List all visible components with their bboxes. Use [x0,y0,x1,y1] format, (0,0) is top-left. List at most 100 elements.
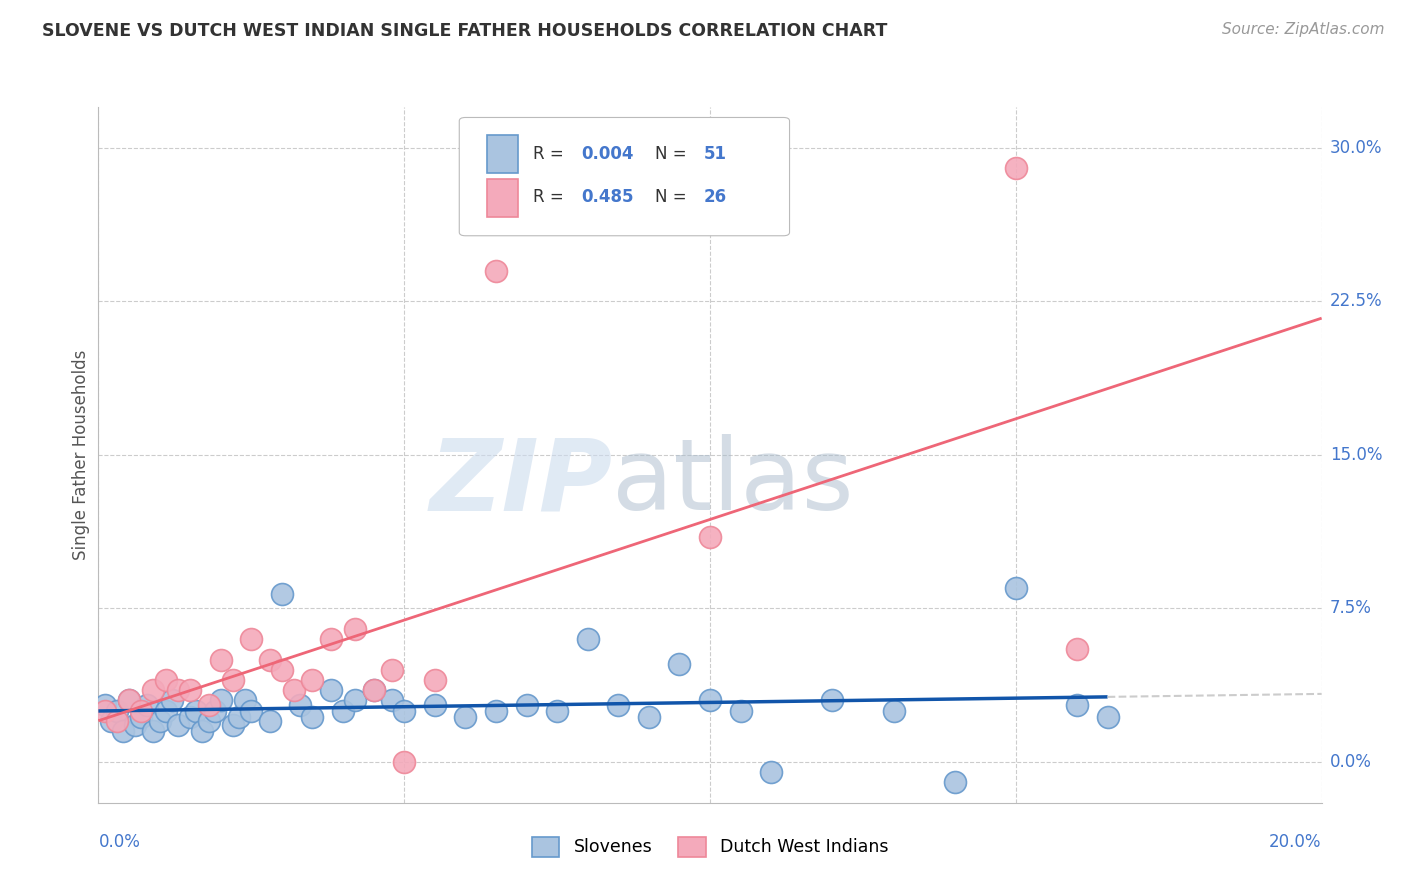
Point [1004,581,1026,595]
Text: 20.0%: 20.0% [1270,833,1322,851]
Text: 30.0%: 30.0% [1330,139,1382,157]
Point [105,704,128,718]
Point [240,632,263,646]
Point [228,710,250,724]
Text: 0.485: 0.485 [582,188,634,206]
Point [105,714,128,728]
Point [363,683,385,698]
Legend: Slovenes, Dutch West Indians: Slovenes, Dutch West Indians [524,830,896,863]
Point [730,704,752,718]
Point [270,663,292,677]
Point [179,683,201,698]
Point [222,673,245,687]
Point [160,693,183,707]
Point [883,704,905,718]
Point [1004,161,1026,176]
Point [668,657,690,671]
Point [363,683,385,698]
Point [699,693,721,707]
Point [197,714,219,728]
Point [319,632,342,646]
Point [423,673,446,687]
Point [124,718,146,732]
Point [344,622,367,636]
Text: SLOVENE VS DUTCH WEST INDIAN SINGLE FATHER HOUSEHOLDS CORRELATION CHART: SLOVENE VS DUTCH WEST INDIAN SINGLE FATH… [42,22,887,40]
Text: 22.5%: 22.5% [1330,293,1382,310]
Text: 0.004: 0.004 [582,145,634,162]
Point [381,663,404,677]
Point [1066,642,1088,657]
Point [197,698,219,712]
Point [821,693,844,707]
Text: N =: N = [655,188,692,206]
Point [283,683,305,698]
Point [485,264,508,278]
Point [111,724,134,739]
Point [240,704,263,718]
Point [209,652,232,666]
Text: 7.5%: 7.5% [1330,599,1372,617]
Point [319,683,342,698]
Point [142,683,165,698]
Point [142,724,165,739]
Point [155,673,177,687]
Point [423,698,446,712]
Text: 51: 51 [704,145,727,162]
Point [454,710,477,724]
Point [233,693,256,707]
Point [576,632,599,646]
Text: R =: R = [533,188,568,206]
Point [93,704,115,718]
Point [332,704,354,718]
Point [392,755,416,769]
Point [344,693,367,707]
Point [204,704,226,718]
Point [1097,710,1119,724]
Point [100,714,122,728]
Point [259,652,281,666]
Text: atlas: atlas [612,434,853,532]
Point [167,718,190,732]
Point [301,673,323,687]
Text: N =: N = [655,145,692,162]
Text: 15.0%: 15.0% [1330,446,1382,464]
Point [392,704,416,718]
Point [167,683,190,698]
Bar [488,135,517,173]
Bar [488,178,517,217]
Point [136,698,159,712]
Text: 26: 26 [704,188,727,206]
Y-axis label: Single Father Households: Single Father Households [72,350,90,560]
Point [259,714,281,728]
Text: ZIP: ZIP [429,434,612,532]
Point [546,704,568,718]
Point [759,765,782,780]
Point [129,704,152,718]
Text: Source: ZipAtlas.com: Source: ZipAtlas.com [1222,22,1385,37]
Point [381,693,404,707]
Point [93,698,115,712]
Point [699,530,721,544]
Point [186,704,208,718]
FancyBboxPatch shape [460,118,790,235]
Point [270,587,292,601]
Point [222,718,245,732]
Point [118,693,141,707]
Point [155,704,177,718]
Point [516,698,538,712]
Point [1066,698,1088,712]
Point [209,693,232,707]
Point [118,693,141,707]
Point [191,724,214,739]
Point [637,710,661,724]
Point [290,698,312,712]
Text: 0.0%: 0.0% [98,833,141,851]
Text: 0.0%: 0.0% [1330,753,1372,771]
Point [129,710,152,724]
Text: R =: R = [533,145,568,162]
Point [607,698,630,712]
Point [485,704,508,718]
Point [301,710,323,724]
Point [149,714,172,728]
Point [943,775,966,789]
